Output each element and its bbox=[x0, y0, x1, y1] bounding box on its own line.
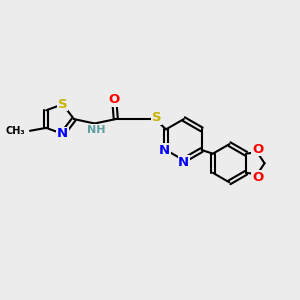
Text: S: S bbox=[58, 98, 68, 111]
Text: O: O bbox=[109, 93, 120, 106]
Text: NH: NH bbox=[87, 125, 105, 135]
Text: N: N bbox=[159, 143, 170, 157]
Text: O: O bbox=[252, 171, 263, 184]
Text: N: N bbox=[178, 156, 189, 169]
Text: N: N bbox=[57, 128, 68, 140]
Text: CH₃: CH₃ bbox=[5, 126, 25, 136]
Text: O: O bbox=[252, 143, 263, 156]
Text: S: S bbox=[152, 111, 161, 124]
